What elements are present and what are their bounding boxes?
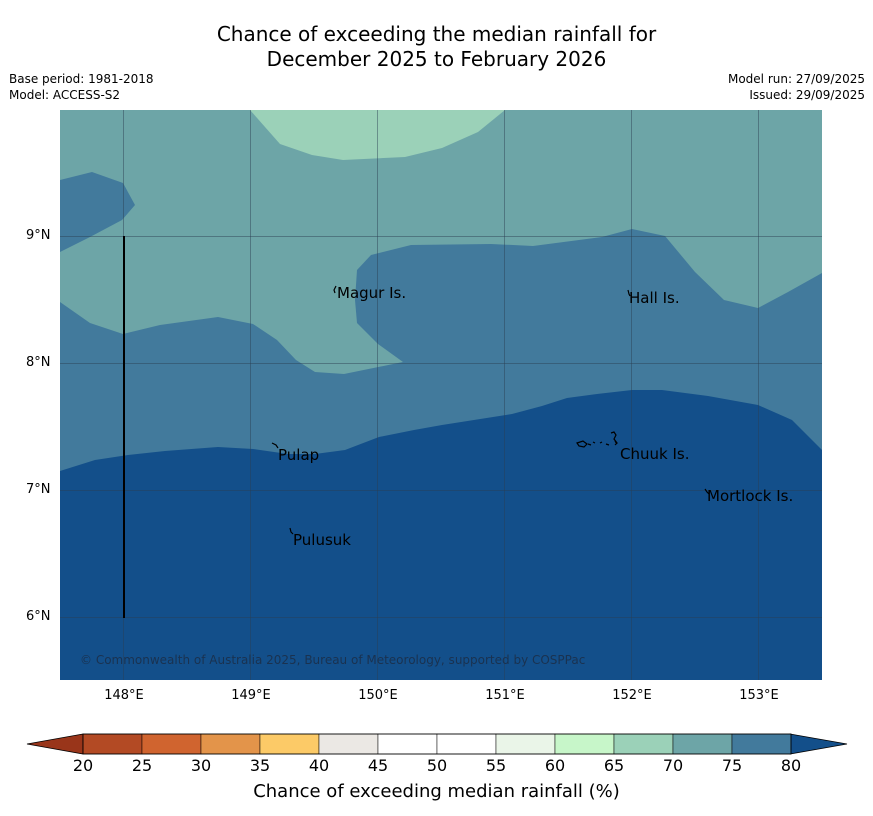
islands xyxy=(271,285,710,535)
colorbar-tick-20: 20 xyxy=(72,756,94,775)
lon-label-151e: 151°E xyxy=(485,688,525,703)
zone-80-plus xyxy=(60,390,822,680)
colorbar-tick-70: 70 xyxy=(662,756,684,775)
place-label-chuuk: Chuuk Is. xyxy=(620,445,690,463)
colorbar-tick-80: 80 xyxy=(780,756,802,775)
map-area[interactable] xyxy=(60,110,822,680)
colorbar-segments xyxy=(82,733,792,755)
island-mortlock xyxy=(704,488,710,495)
title-line-1: Chance of exceeding the median rainfall … xyxy=(216,22,657,46)
colorbar-tick-45: 45 xyxy=(367,756,389,775)
colorbar-segment-65-70 xyxy=(613,733,674,755)
lon-label-150e: 150°E xyxy=(358,688,398,703)
meta-right: Model run: 27/09/2025 Issued: 29/09/2025 xyxy=(728,71,865,103)
meta-left: Base period: 1981-2018 Model: ACCESS-S2 xyxy=(9,71,154,103)
colorbar-segment-25-30 xyxy=(141,733,202,755)
colorbar-tick-50: 50 xyxy=(426,756,448,775)
colorbar-tick-30: 30 xyxy=(190,756,212,775)
zone-75-80-northwest xyxy=(60,172,135,252)
lon-label-153e: 153°E xyxy=(739,688,779,703)
island-magur xyxy=(333,285,337,294)
issued-date: Issued: 29/09/2025 xyxy=(749,88,865,102)
base-period: Base period: 1981-2018 xyxy=(9,72,154,86)
lat-label-7n: 7°N xyxy=(26,482,51,497)
colorbar-tick-75: 75 xyxy=(721,756,743,775)
island-pulusuk xyxy=(289,527,294,535)
island-hall xyxy=(627,289,631,297)
lat-label-8n: 8°N xyxy=(26,355,51,370)
island-pulap xyxy=(271,442,279,449)
colorbar xyxy=(26,733,848,755)
colorbar-segment-60-65 xyxy=(554,733,615,755)
model-name: Model: ACCESS-S2 xyxy=(9,88,121,102)
colorbar-segment-30-35 xyxy=(200,733,261,755)
lon-label-148e: 148°E xyxy=(104,688,144,703)
colorbar-tick-65: 65 xyxy=(603,756,625,775)
island-chuuk xyxy=(576,431,618,448)
zone-65-70 xyxy=(250,110,505,160)
colorbar-under-arrow xyxy=(26,733,84,755)
colorbar-segment-20-25 xyxy=(82,733,143,755)
map-svg xyxy=(60,110,822,680)
chart-title: Chance of exceeding the median rainfall … xyxy=(0,22,873,72)
lon-label-152e: 152°E xyxy=(612,688,652,703)
colorbar-segment-45-50 xyxy=(377,733,438,755)
place-label-mortlock: Mortlock Is. xyxy=(707,487,794,505)
colorbar-frame xyxy=(82,733,792,755)
lat-label-6n: 6°N xyxy=(26,609,51,624)
colorbar-segment-40-45 xyxy=(318,733,379,755)
colorbar-tick-35: 35 xyxy=(249,756,271,775)
colorbar-over-arrow xyxy=(789,733,848,755)
colorbar-tick-25: 25 xyxy=(131,756,153,775)
colorbar-tick-55: 55 xyxy=(485,756,507,775)
title-line-2: December 2025 to February 2026 xyxy=(266,47,607,71)
place-label-pulusuk: Pulusuk xyxy=(293,531,351,549)
place-label-pulap: Pulap xyxy=(278,446,320,464)
place-label-magur: Magur Is. xyxy=(337,284,407,302)
colorbar-segment-50-55 xyxy=(436,733,497,755)
lon-label-149e: 149°E xyxy=(231,688,271,703)
place-label-hall: Hall Is. xyxy=(629,289,680,307)
colorbar-tick-40: 40 xyxy=(308,756,330,775)
colorbar-segment-70-75 xyxy=(672,733,733,755)
model-run: Model run: 27/09/2025 xyxy=(727,72,865,86)
lat-label-9n: 9°N xyxy=(26,228,51,243)
colorbar-segment-55-60 xyxy=(495,733,556,755)
colorbar-tick-60: 60 xyxy=(544,756,566,775)
copyright-notice: © Commonwealth of Australia 2025, Bureau… xyxy=(80,653,586,667)
colorbar-segment-75-80 xyxy=(731,733,792,755)
colorbar-title: Chance of exceeding median rainfall (%) xyxy=(253,781,620,802)
colorbar-segment-35-40 xyxy=(259,733,320,755)
